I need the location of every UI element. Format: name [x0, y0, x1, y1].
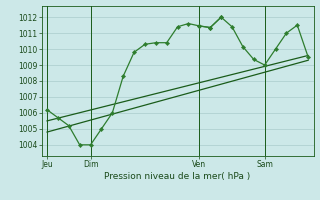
X-axis label: Pression niveau de la mer( hPa ): Pression niveau de la mer( hPa ): [104, 172, 251, 181]
